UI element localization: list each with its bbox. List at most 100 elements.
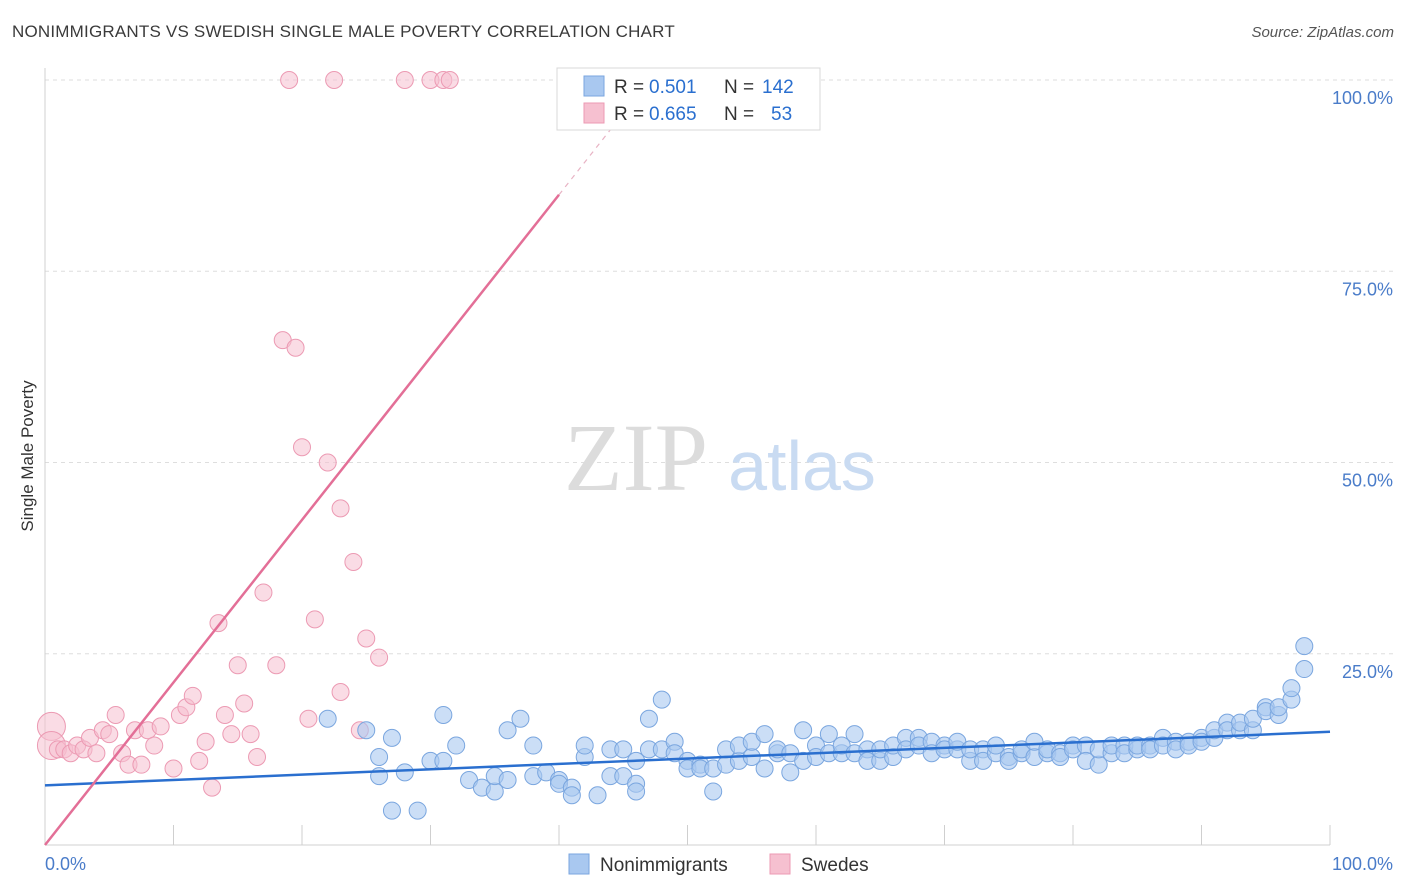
nonimmigrants-points	[318, 637, 1314, 820]
swedes-point	[215, 705, 234, 724]
swedes-point	[106, 705, 125, 724]
trend-lines	[44, 129, 1331, 846]
swedes-point	[395, 71, 414, 89]
nonimmigrants-point	[652, 690, 671, 709]
nonimmigrants-point	[755, 725, 774, 744]
source-label: Source: ZipAtlas.com	[1251, 24, 1394, 41]
nonimmigrants-point	[627, 782, 646, 801]
swedes-point	[132, 755, 151, 774]
bottom-legend-label-swedes: Swedes	[801, 855, 869, 876]
bottom-legend-swatch-swedes	[769, 853, 791, 875]
watermark-zip: ZIP	[564, 404, 708, 511]
x-tick-label-min: 0.0%	[45, 854, 86, 874]
x-tick-label-max: 100.0%	[1332, 854, 1393, 874]
correlation-legend: R = 0.501 N = 142 R = 0.665 N = 53	[556, 67, 821, 131]
legend-n-value-pink: 53	[771, 104, 792, 125]
y-tick-label: 50.0%	[1342, 471, 1393, 491]
nonimmigrants-point	[1295, 637, 1314, 656]
y-tick-label: 25.0%	[1342, 662, 1393, 682]
nonimmigrants-point	[524, 736, 543, 755]
nonimmigrants-point	[447, 736, 466, 755]
swedes-point	[305, 610, 324, 629]
bottom-legend-swatch-nonimmigrants	[568, 853, 590, 875]
series-legend: Nonimmigrants Swedes	[568, 853, 869, 876]
y-tick-label: 100.0%	[1332, 88, 1393, 108]
axes	[44, 68, 1331, 846]
watermark-atlas: atlas	[728, 427, 876, 505]
swedes-point	[164, 759, 183, 778]
swedes-point	[254, 583, 273, 602]
swedes-point	[299, 709, 318, 728]
swedes-point	[293, 438, 311, 457]
nonimmigrants-point	[370, 748, 389, 767]
swedes-point	[151, 717, 170, 736]
swedes-point	[331, 499, 350, 518]
swedes-trend-extension	[558, 129, 611, 196]
swedes-point	[87, 744, 106, 763]
nonimmigrants-point	[1295, 660, 1314, 679]
nonimmigrants-point	[382, 801, 401, 820]
swedes-point	[370, 648, 389, 667]
nonimmigrants-point	[408, 801, 427, 820]
swedes-point	[440, 71, 459, 89]
swedes-point	[100, 725, 119, 744]
swedes-point	[344, 552, 363, 571]
legend-n-label-blue: N =	[724, 77, 754, 98]
legend-swatch-blue	[583, 75, 605, 97]
swedes-point	[280, 71, 299, 89]
swedes-point	[183, 686, 202, 705]
swedes-point	[325, 71, 344, 89]
swedes-point	[228, 656, 247, 675]
swedes-point	[286, 338, 305, 357]
swedes-trend-line	[44, 193, 560, 846]
legend-r-value-pink: 0.665	[649, 104, 697, 125]
nonimmigrants-point	[819, 725, 838, 744]
swedes-point	[145, 736, 164, 755]
swedes-point	[357, 629, 376, 648]
nonimmigrants-point	[395, 763, 414, 782]
tick-labels: 100.0% 75.0% 50.0% 25.0% 0.0% 100.0%	[45, 88, 1393, 874]
nonimmigrants-point	[704, 782, 723, 801]
swedes-point	[190, 751, 209, 770]
nonimmigrants-point	[562, 786, 581, 805]
y-tick-label: 75.0%	[1342, 279, 1393, 299]
nonimmigrants-point	[794, 721, 813, 740]
nonimmigrants-point	[357, 721, 376, 740]
nonimmigrants-point	[318, 709, 337, 728]
swedes-points	[36, 71, 459, 797]
nonimmigrants-point	[575, 736, 594, 755]
swedes-point	[203, 778, 222, 797]
nonimmigrants-point	[434, 705, 453, 724]
legend-n-value-blue: 142	[762, 77, 794, 98]
nonimmigrants-point	[498, 770, 517, 789]
nonimmigrants-point	[1282, 679, 1301, 698]
legend-n-label-pink: N =	[724, 104, 754, 125]
swedes-point	[196, 732, 215, 751]
swedes-point	[331, 683, 350, 701]
nonimmigrants-trend-line	[44, 730, 1331, 787]
nonimmigrants-point	[781, 763, 800, 782]
nonimmigrants-point	[845, 725, 864, 744]
watermark: ZIP atlas	[564, 404, 876, 511]
nonimmigrants-point	[511, 709, 530, 728]
legend-r-value-blue: 0.501	[649, 77, 697, 98]
grid-lines	[45, 79, 1393, 655]
nonimmigrants-point	[434, 751, 453, 770]
swedes-point	[318, 453, 337, 472]
nonimmigrants-point	[614, 740, 633, 759]
swedes-point	[222, 725, 241, 744]
swedes-point	[235, 694, 254, 713]
swedes-point	[248, 748, 267, 767]
swedes-point	[241, 725, 260, 744]
nonimmigrants-point	[755, 759, 774, 778]
legend-r-label-blue: R =	[614, 77, 644, 98]
swedes-point	[267, 656, 286, 675]
bottom-legend-label-nonimmigrants: Nonimmigrants	[600, 855, 728, 876]
legend-swatch-pink	[583, 102, 605, 124]
nonimmigrants-point	[498, 721, 517, 740]
legend-r-label-pink: R =	[614, 104, 644, 125]
nonimmigrants-point	[639, 709, 658, 728]
chart-title: NONIMMIGRANTS VS SWEDISH SINGLE MALE POV…	[12, 22, 675, 41]
nonimmigrants-point	[382, 728, 401, 747]
